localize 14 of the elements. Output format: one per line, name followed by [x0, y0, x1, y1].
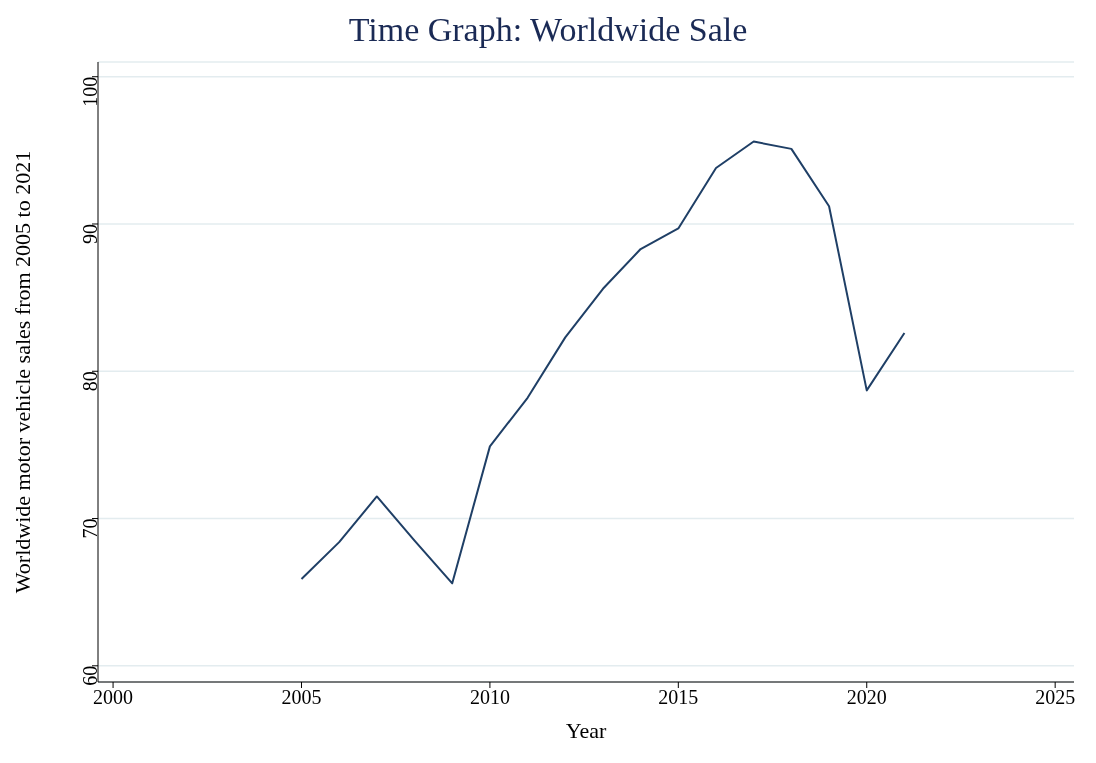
x-tick-label: 2020 [846, 686, 887, 709]
y-axis-title: Worldwide motor vehicle sales from 2005 to 2021 [9, 150, 35, 594]
y-tick-label: 60 [79, 665, 102, 686]
y-tick-label: 80 [79, 371, 102, 392]
x-tick-label: 2000 [93, 686, 134, 709]
x-tick-label: 2025 [1035, 686, 1076, 709]
y-tick-label: 90 [79, 224, 102, 244]
y-tick-label: 70 [79, 518, 102, 539]
x-tick-label: 2010 [469, 686, 510, 709]
x-tick-label: 2015 [658, 686, 699, 709]
chart-title: Time Graph: Worldwide Sale [347, 10, 749, 50]
x-axis-title: Year [565, 718, 607, 743]
x-tick-label: 2005 [281, 686, 322, 709]
y-tick-label: 100 [79, 76, 102, 107]
